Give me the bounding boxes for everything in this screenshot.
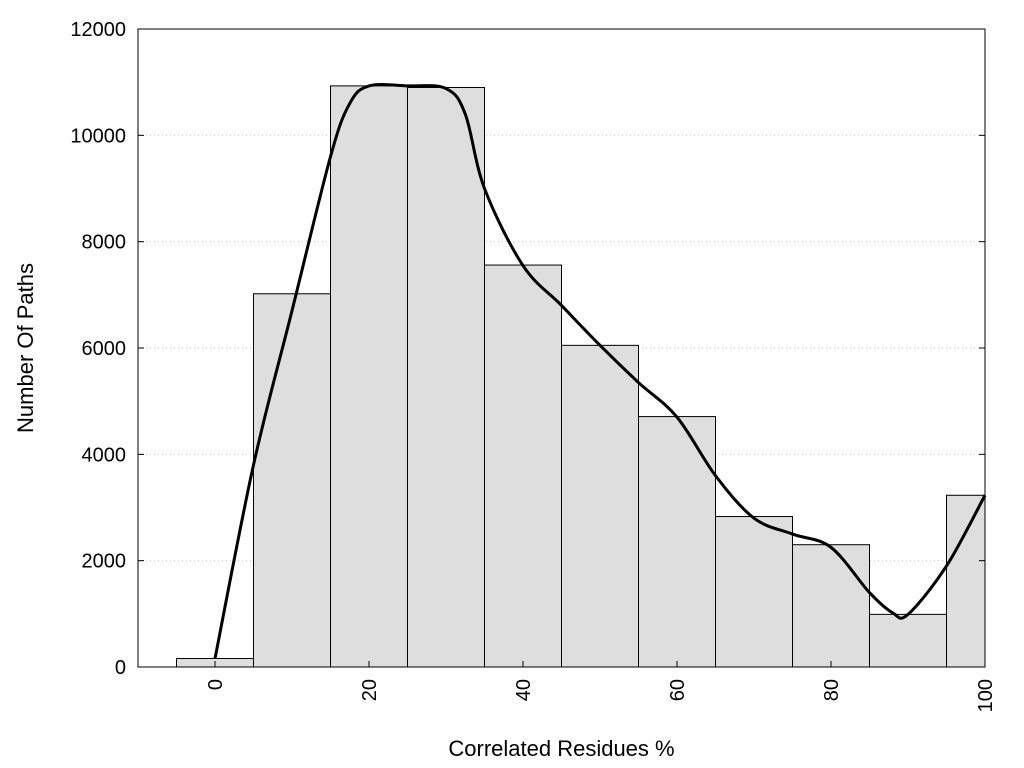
histogram-bar: [792, 544, 870, 668]
y-tick-label: 10000: [70, 125, 126, 147]
x-tick-label: 60: [667, 679, 689, 701]
x-tick-label: 20: [359, 679, 381, 701]
histogram-bar: [253, 293, 331, 668]
histogram-bar: [715, 516, 793, 668]
y-tick-label: 12000: [70, 19, 126, 41]
y-tick-label: 0: [115, 657, 126, 679]
y-axis-label: Number Of Paths: [13, 263, 38, 433]
histogram-bar: [561, 344, 639, 668]
histogram-bar: [946, 494, 986, 668]
histogram-bar: [869, 613, 947, 668]
histogram-bar: [330, 85, 408, 668]
y-tick-label: 2000: [82, 551, 127, 573]
x-tick-label: 100: [975, 679, 997, 712]
x-tick-label: 40: [513, 679, 535, 701]
y-tick-label: 4000: [82, 444, 127, 466]
histogram-bar: [638, 416, 716, 668]
y-tick-label: 8000: [82, 232, 127, 254]
x-axis-ticks: 0 20 40 60 80 100: [205, 661, 997, 712]
trend-curve: [213, 82, 987, 659]
histogram-bar: [484, 264, 562, 668]
trend-curve-group: [213, 82, 987, 659]
x-tick-label: 80: [821, 679, 843, 701]
histogram-bar: [407, 86, 485, 668]
x-axis-label: Correlated Residues %: [448, 736, 674, 761]
y-axis-ticks: 0 2000 4000 6000 8000 10000 12000: [70, 19, 985, 679]
histogram-bars: [176, 85, 986, 668]
y-tick-label: 6000: [82, 338, 127, 360]
x-tick-label: 0: [205, 679, 227, 690]
